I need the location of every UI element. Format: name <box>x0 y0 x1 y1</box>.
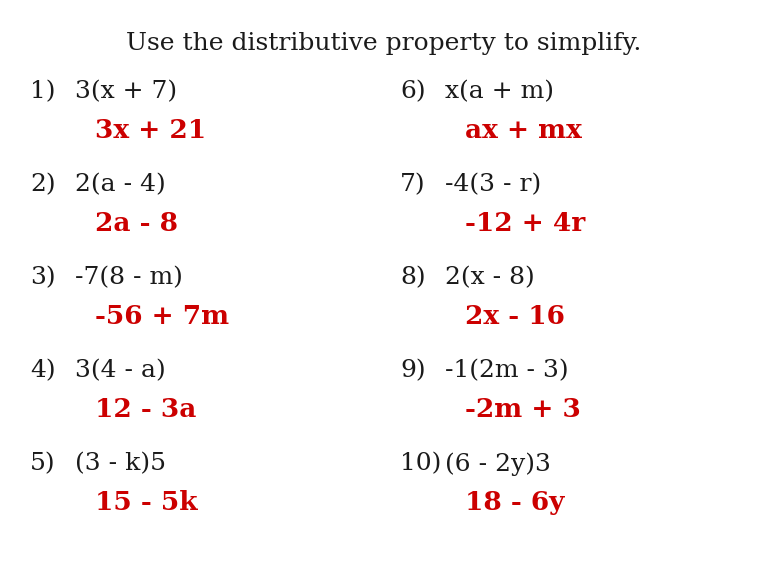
Text: 18 - 6y: 18 - 6y <box>465 490 564 515</box>
Text: 2(x - 8): 2(x - 8) <box>445 266 535 289</box>
Text: -4(3 - r): -4(3 - r) <box>445 173 541 196</box>
Text: (3 - k)5: (3 - k)5 <box>75 452 166 475</box>
Text: 6): 6) <box>400 80 425 103</box>
Text: 10): 10) <box>400 452 442 475</box>
Text: 15 - 5k: 15 - 5k <box>95 490 197 515</box>
Text: x(a + m): x(a + m) <box>445 80 554 103</box>
Text: 12 - 3a: 12 - 3a <box>95 397 197 422</box>
Text: 8): 8) <box>400 266 425 289</box>
Text: 1): 1) <box>30 80 55 103</box>
Text: 2): 2) <box>30 173 55 196</box>
Text: -1(2m - 3): -1(2m - 3) <box>445 359 568 382</box>
Text: 3(4 - a): 3(4 - a) <box>75 359 166 382</box>
Text: 3): 3) <box>30 266 55 289</box>
Text: -56 + 7m: -56 + 7m <box>95 304 229 329</box>
Text: -7(8 - m): -7(8 - m) <box>75 266 183 289</box>
Text: 5): 5) <box>30 452 55 475</box>
Text: -2m + 3: -2m + 3 <box>465 397 581 422</box>
Text: 7): 7) <box>400 173 425 196</box>
Text: 3x + 21: 3x + 21 <box>95 118 206 143</box>
Text: 2(a - 4): 2(a - 4) <box>75 173 166 196</box>
Text: ax + mx: ax + mx <box>465 118 582 143</box>
Text: 9): 9) <box>400 359 425 382</box>
Text: Use the distributive property to simplify.: Use the distributive property to simplif… <box>126 32 642 55</box>
Text: -12 + 4r: -12 + 4r <box>465 211 585 236</box>
Text: (6 - 2y)3: (6 - 2y)3 <box>445 452 551 476</box>
Text: 2a - 8: 2a - 8 <box>95 211 178 236</box>
Text: 4): 4) <box>30 359 55 382</box>
Text: 3(x + 7): 3(x + 7) <box>75 80 177 103</box>
Text: 2x - 16: 2x - 16 <box>465 304 565 329</box>
